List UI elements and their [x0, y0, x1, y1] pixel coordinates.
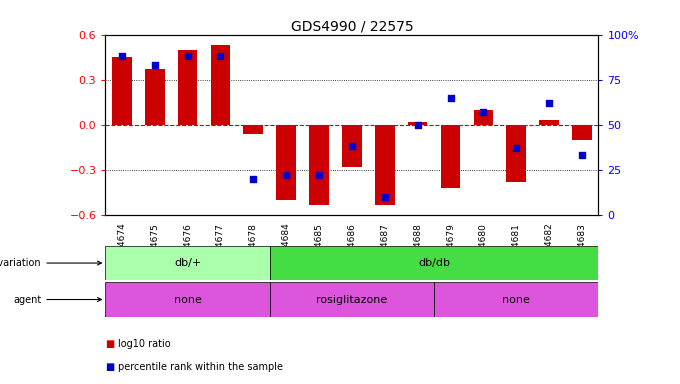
Point	[445, 95, 456, 101]
Text: percentile rank within the sample: percentile rank within the sample	[118, 362, 283, 372]
Text: agent: agent	[13, 295, 101, 305]
Point	[577, 152, 588, 159]
Point	[150, 62, 160, 68]
Point	[412, 122, 423, 128]
Text: ■: ■	[105, 339, 115, 349]
Bar	[507, 125, 526, 182]
Text: db/+: db/+	[174, 258, 201, 268]
Bar	[243, 125, 263, 134]
Bar	[112, 57, 132, 125]
Text: none: none	[503, 295, 530, 305]
Bar	[572, 125, 592, 140]
Bar	[473, 110, 493, 125]
Point	[116, 53, 127, 59]
Bar	[375, 125, 394, 205]
Bar	[276, 125, 296, 200]
Text: log10 ratio: log10 ratio	[118, 339, 170, 349]
Point	[379, 194, 390, 200]
Bar	[539, 120, 559, 125]
Bar	[342, 125, 362, 167]
Point	[313, 172, 324, 179]
Text: genotype/variation: genotype/variation	[0, 258, 101, 268]
Point	[346, 143, 358, 149]
Bar	[270, 282, 434, 317]
Bar	[441, 125, 460, 188]
Bar	[211, 45, 231, 125]
Title: GDS4990 / 22575: GDS4990 / 22575	[290, 20, 413, 33]
Point	[544, 100, 555, 106]
Point	[248, 176, 258, 182]
Bar	[434, 282, 598, 317]
Point	[281, 172, 292, 179]
Point	[511, 145, 522, 151]
Point	[215, 53, 226, 59]
Text: db/db: db/db	[418, 258, 450, 268]
Point	[182, 53, 193, 59]
Bar	[270, 246, 598, 280]
Bar	[309, 125, 329, 205]
Text: ■: ■	[105, 362, 115, 372]
Text: none: none	[173, 295, 201, 305]
Bar	[177, 50, 197, 125]
Point	[478, 109, 489, 115]
Bar	[105, 282, 270, 317]
Bar	[408, 122, 428, 125]
Bar	[105, 246, 270, 280]
Bar	[145, 69, 165, 125]
Text: rosiglitazone: rosiglitazone	[316, 295, 388, 305]
